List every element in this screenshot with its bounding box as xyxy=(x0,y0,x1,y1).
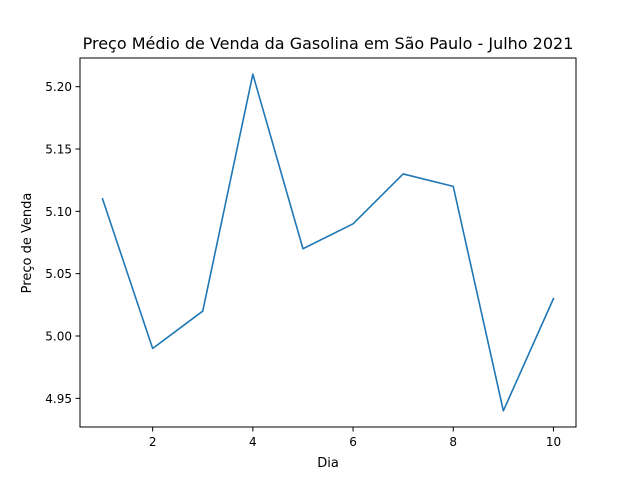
chart-title: Preço Médio de Venda da Gasolina em São … xyxy=(83,34,574,53)
plot-area: 2 4 6 8 10 4.95 5.00 5.05 5.10 5.15 5.20 xyxy=(45,57,577,449)
x-axis-label: Dia xyxy=(317,456,339,471)
x-tick-label: 10 xyxy=(546,435,561,449)
series-line-0 xyxy=(101,73,555,412)
y-axis-label: Preço de Venda xyxy=(20,193,35,294)
y-tick-label: 5.10 xyxy=(45,205,72,219)
y-tick-label: 5.20 xyxy=(45,80,72,94)
axes-frame xyxy=(79,57,577,428)
y-tick-label: 5.00 xyxy=(45,329,72,343)
x-tick-label: 2 xyxy=(149,435,157,449)
y-tick-label: 5.05 xyxy=(45,267,72,281)
y-tick-label: 5.15 xyxy=(45,143,72,157)
x-tick-label: 8 xyxy=(449,435,457,449)
x-tick-label: 6 xyxy=(349,435,357,449)
y-tick-label: 4.95 xyxy=(45,392,72,406)
x-tick-label: 4 xyxy=(249,435,257,449)
